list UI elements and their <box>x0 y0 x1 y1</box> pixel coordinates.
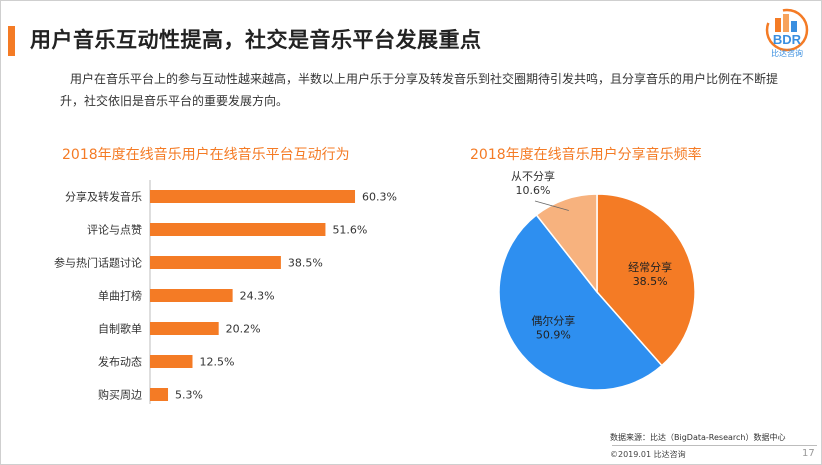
bar <box>150 190 356 203</box>
bar <box>150 388 169 401</box>
pie-leader-line <box>534 200 569 211</box>
bar-value-label: 60.3% <box>362 191 397 204</box>
pie-slice-value: 38.5% <box>633 275 668 288</box>
bar-category-label: 单曲打榜 <box>98 289 142 303</box>
bar-category-label: 购买周边 <box>98 388 142 402</box>
bar <box>150 223 326 236</box>
footer-divider <box>612 445 817 446</box>
bar <box>150 322 219 335</box>
bar <box>150 289 233 302</box>
bar-chart-title: 2018年度在线音乐用户在线音乐平台互动行为 <box>62 147 350 163</box>
data-source: 数据来源：比达（BigData-Research）数据中心 <box>610 433 786 442</box>
logo-subtext: 比达咨询 <box>771 48 803 58</box>
pie-slice-value: 10.6% <box>516 184 551 197</box>
intro-paragraph: 用户在音乐平台上的参与互动性越来越高，半数以上用户乐于分享及转发音乐到社交圈期待… <box>60 72 779 108</box>
bar <box>150 256 281 269</box>
bdr-logo: BDR 比达咨询 <box>762 8 812 60</box>
bar-value-label: 20.2% <box>226 323 261 336</box>
pie-slice-label: 偶尔分享 <box>531 313 575 327</box>
bar-value-label: 51.6% <box>332 224 367 237</box>
pie-slice-value: 50.9% <box>536 328 571 341</box>
pie-slice-label: 从不分享 <box>511 169 555 183</box>
bar-value-label: 12.5% <box>200 356 235 369</box>
logo-text: BDR <box>773 32 802 47</box>
bar-value-label: 24.3% <box>240 290 275 303</box>
bar-value-label: 38.5% <box>288 257 323 270</box>
pie-slice <box>596 193 696 367</box>
title-accent-bar <box>8 26 15 56</box>
bar <box>150 355 193 368</box>
pie-chart-title: 2018年度在线音乐用户分享音乐频率 <box>470 147 702 163</box>
pie-slice <box>498 213 663 391</box>
bar-category-label: 评论与点赞 <box>87 223 142 237</box>
page-number: 17 <box>802 448 815 459</box>
bar-category-label: 分享及转发音乐 <box>65 190 142 204</box>
pie-slice <box>535 193 598 295</box>
slide-title: 用户音乐互动性提高，社交是音乐平台发展重点 <box>30 28 482 52</box>
bar-category-label: 参与热门话题讨论 <box>54 256 142 270</box>
copyright: ©2019.01 比达咨询 <box>610 450 686 459</box>
bar-value-label: 5.3% <box>175 389 203 402</box>
bar-category-label: 发布动态 <box>98 355 142 369</box>
pie-slice-label: 经常分享 <box>628 260 672 274</box>
bar-category-label: 自制歌单 <box>98 322 142 336</box>
